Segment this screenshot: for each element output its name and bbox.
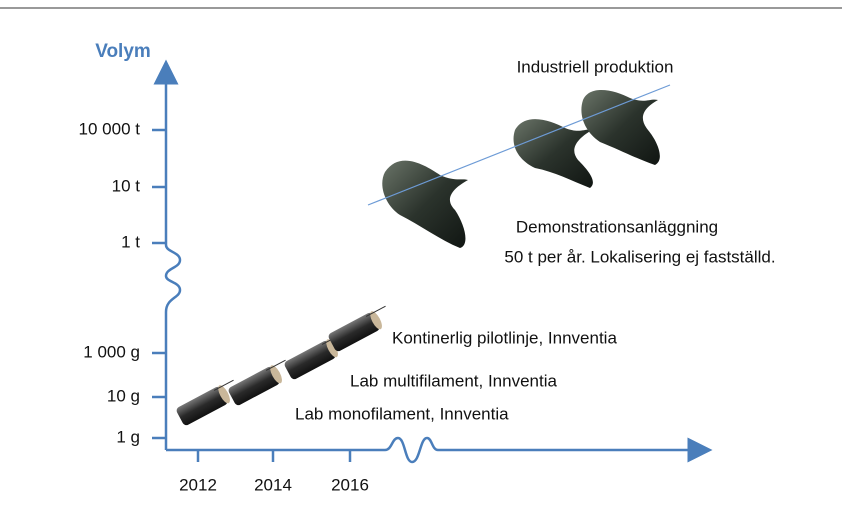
x-label: 2014 (254, 475, 292, 494)
y-label: 10 000 t (79, 119, 141, 138)
y-ticks (152, 128, 166, 440)
annotation: Industriell produktion (517, 57, 674, 76)
axis-title: Volym (95, 41, 151, 62)
y-label: 1 t (121, 232, 140, 251)
sheets (382, 89, 660, 248)
x-axis (166, 436, 713, 464)
y-label: 1 g (116, 427, 140, 446)
annotation: Kontinerlig pilotlinje, Innventia (392, 328, 617, 347)
annotation: Demonstrationsanläggning (516, 217, 718, 236)
trend-line (367, 84, 671, 206)
x-label: 2016 (331, 475, 369, 494)
y-axis (153, 59, 182, 450)
annotation: 50 t per år. Lokalisering ej fastställd. (504, 247, 775, 266)
y-label: 1 000 g (83, 342, 140, 361)
annotation: Lab monofilament, Innventia (295, 404, 509, 423)
annotation: Lab multifilament, Innventia (350, 371, 557, 390)
y-label: 10 t (112, 176, 141, 195)
x-ticks (196, 450, 352, 462)
x-label: 2012 (179, 475, 217, 494)
y-label: 10 g (107, 386, 140, 405)
spools (176, 305, 386, 426)
